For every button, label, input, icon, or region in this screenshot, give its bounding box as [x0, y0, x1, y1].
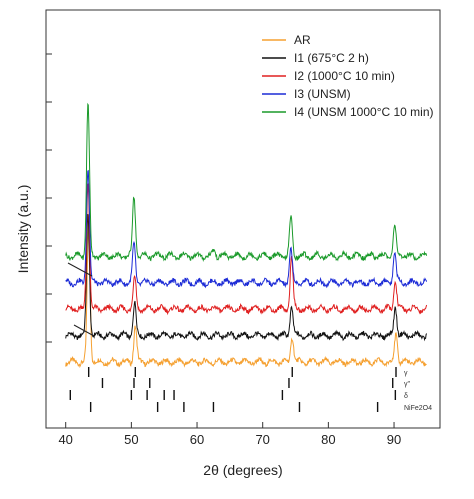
x-tick-label: 90 [387, 432, 401, 447]
x-axis-title: 2θ (degrees) [203, 462, 282, 478]
series-line [65, 214, 428, 342]
x-tick-label: 40 [58, 432, 72, 447]
phase-label: δ [404, 393, 408, 400]
legend-label: AR [294, 33, 311, 47]
legend: AR I1 (675°C 2 h) I2 (1000°C 10 min) I3 (UN… [262, 33, 434, 119]
legend-label: I3 (UNSM) [294, 87, 351, 101]
phase-label: γ'' [404, 381, 410, 388]
x-axis-ticks: 40 50 60 70 80 90 [58, 422, 401, 447]
legend-label: I4 (UNSM 1000°C 10 min) [294, 105, 434, 119]
y-axis-title: Intensity (a.u.) [15, 185, 31, 274]
series-line [65, 169, 428, 289]
series-layer [65, 102, 428, 368]
y-axis-ticks [46, 53, 52, 343]
series-line [65, 183, 428, 316]
x-tick-label: 50 [124, 432, 138, 447]
arrow-i3 [67, 262, 93, 277]
arrow-i1 [73, 324, 95, 337]
legend-label: I2 (1000°C 10 min) [294, 69, 395, 83]
phase-label: γ [404, 370, 408, 377]
annotation-arrows [67, 262, 95, 337]
x-tick-label: 60 [190, 432, 204, 447]
x-tick-label: 80 [321, 432, 335, 447]
legend-label: I1 (675°C 2 h) [294, 51, 369, 65]
series-line [65, 102, 428, 263]
phase-markers: γ γ'' δ NiFe2O4 [69, 367, 432, 412]
phase-label: NiFe2O4 [404, 405, 432, 412]
series-line [65, 220, 427, 368]
x-tick-label: 70 [255, 432, 269, 447]
plot-frame [45, 9, 441, 429]
